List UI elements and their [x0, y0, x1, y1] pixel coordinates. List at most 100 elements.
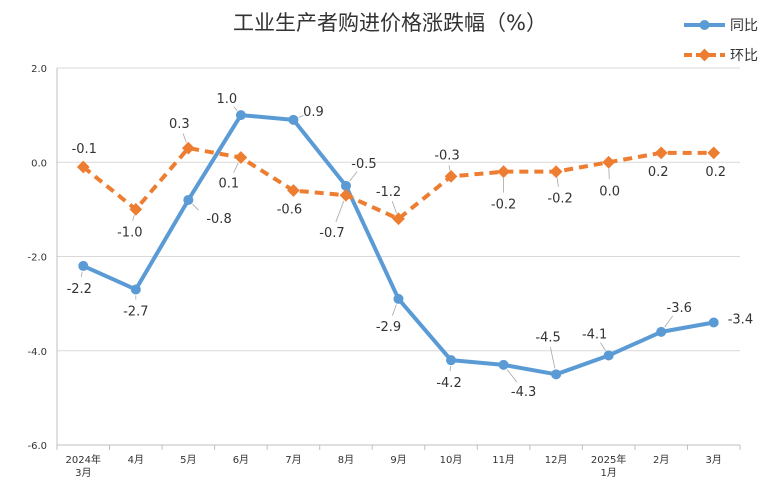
data-point-yoy	[498, 359, 509, 370]
leader-line	[192, 203, 199, 211]
x-tick-label: 2月	[653, 454, 669, 466]
data-label-mom: -0.2	[547, 192, 572, 207]
data-label-yoy: -4.5	[535, 330, 560, 345]
leader-line	[335, 200, 345, 223]
data-label-yoy: -4.1	[582, 327, 607, 342]
data-point-yoy	[340, 180, 351, 191]
x-tick-label: 3月	[706, 454, 722, 466]
data-point-yoy	[130, 284, 141, 295]
leader-line	[233, 162, 239, 173]
x-tick-label: 8月	[338, 454, 354, 466]
data-label-yoy: -4.2	[436, 376, 461, 391]
y-tick-label: -4.0	[27, 347, 47, 358]
series-mom	[76, 141, 721, 226]
data-label-mom: -0.3	[434, 148, 459, 163]
data-point-mom	[181, 141, 195, 155]
y-tick-label: -2.0	[27, 253, 47, 264]
x-tick-label: 5月	[180, 454, 196, 466]
data-point-mom	[129, 203, 143, 216]
data-point-mom	[707, 146, 721, 160]
data-label-mom: -0.7	[319, 226, 344, 241]
leader-line	[664, 315, 674, 328]
legend-label-yoy: 同比	[730, 18, 758, 34]
data-point-yoy	[183, 194, 194, 205]
data-label-yoy: -4.3	[511, 385, 536, 400]
leader-line	[298, 114, 304, 118]
data-label-yoy: -0.8	[206, 212, 231, 227]
data-point-mom	[549, 165, 563, 179]
leader-line	[600, 342, 606, 351]
data-label-yoy: 1.0	[217, 92, 238, 107]
leader-line	[349, 171, 358, 182]
data-label-mom: -1.0	[117, 225, 142, 240]
data-point-yoy	[235, 110, 246, 121]
legend-marker-mom	[698, 48, 711, 62]
data-label-yoy: -3.4	[728, 312, 753, 327]
data-label-mom: -0.6	[277, 203, 302, 218]
data-label-mom: 0.1	[219, 177, 240, 192]
data-label-mom: 0.2	[648, 165, 669, 180]
x-tick-label: 2024年 3月	[66, 453, 101, 479]
data-label-mom: 0.0	[599, 184, 620, 199]
data-label-yoy: -2.9	[376, 320, 401, 335]
data-point-yoy	[78, 260, 89, 271]
data-point-mom	[339, 188, 353, 202]
data-label-yoy: -2.7	[123, 304, 148, 319]
data-label-mom: -0.1	[72, 142, 97, 157]
data-point-mom	[654, 146, 668, 160]
data-label-yoy: -2.2	[67, 282, 92, 297]
legend-marker-yoy	[699, 20, 710, 30]
series-yoy	[78, 110, 719, 380]
data-point-mom	[392, 212, 405, 226]
leader-line	[391, 201, 397, 214]
series-line-yoy	[81, 113, 716, 377]
y-tick-label: -6.0	[27, 441, 47, 452]
data-point-yoy	[393, 293, 404, 304]
x-tick-label: 9月	[390, 454, 406, 466]
data-label-yoy: -0.5	[351, 157, 376, 172]
data-point-mom	[76, 160, 90, 174]
series	[76, 110, 721, 380]
data-point-mom	[444, 170, 458, 183]
data-label-mom: 0.2	[705, 165, 726, 180]
data-point-yoy	[446, 355, 457, 366]
leader-line	[448, 165, 451, 171]
data-point-yoy	[656, 326, 667, 337]
leader-line	[556, 177, 559, 187]
data-point-mom	[602, 155, 616, 169]
data-labels: -2.2 -2.7 -0.8 1.0 0.9 -0.5 -2.9 -4.2 -4.3 -4.5 -4…	[67, 92, 754, 400]
data-point-yoy	[288, 114, 299, 125]
x-tick-label: 7月	[285, 454, 301, 466]
leader-line	[233, 106, 238, 111]
y-tick-label: 0.0	[31, 158, 47, 169]
y-tick-label: 2.0	[31, 64, 47, 75]
gridlines	[57, 67, 740, 446]
leader-line	[391, 304, 397, 316]
leader-line	[506, 369, 518, 383]
data-label-mom: -0.2	[491, 198, 516, 213]
data-point-yoy	[603, 350, 614, 361]
data-label-yoy: -3.6	[667, 301, 692, 316]
legend-label-mom: 环比	[730, 48, 758, 64]
x-tick-label: 12月	[545, 454, 568, 466]
leader-line	[132, 215, 135, 221]
x-tick-label: 2025年 1月	[591, 453, 626, 479]
chart-title: 工业生产者购进价格涨跌幅（%）	[233, 11, 547, 35]
data-point-yoy	[708, 317, 719, 328]
leader-line	[80, 271, 83, 278]
x-tick-label: 10月	[440, 454, 463, 466]
data-label-yoy: 0.9	[303, 105, 324, 120]
leader-line	[182, 133, 187, 143]
leader-line	[549, 346, 556, 369]
data-label-mom: 0.3	[169, 117, 190, 132]
axes: 2.0 0.0 -2.0 -4.0 -6.0 2024年 3月 4月 5月 6月 7月 8月 9月 10月…	[27, 64, 741, 479]
data-point-mom	[497, 165, 510, 179]
x-tick-label: 4月	[128, 454, 144, 466]
data-point-mom	[287, 184, 300, 197]
data-point-mom	[234, 151, 248, 164]
x-tick-label: 6月	[233, 454, 249, 466]
data-label-mom: -1.2	[376, 185, 401, 200]
x-tick-label: 11月	[492, 454, 515, 466]
